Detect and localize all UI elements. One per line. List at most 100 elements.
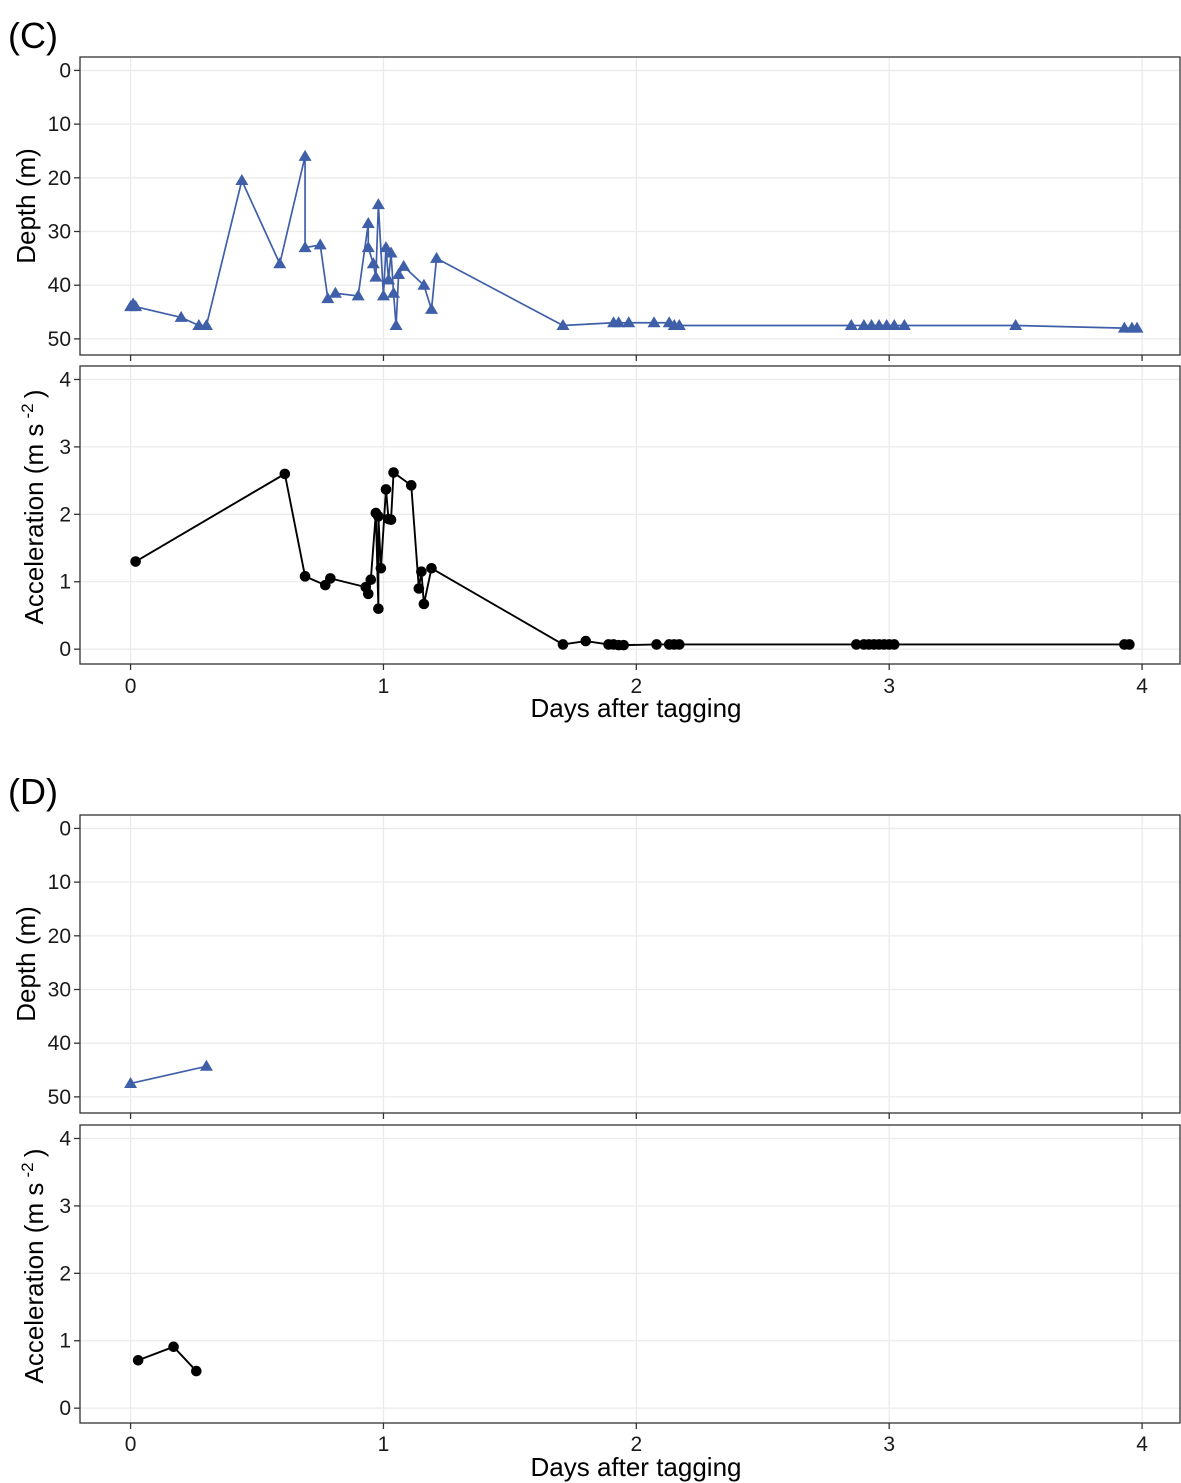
y-tick-label: 0 xyxy=(59,1397,71,1420)
plot-frame xyxy=(79,1124,1181,1424)
acceleration-point xyxy=(130,556,141,567)
depth-point xyxy=(887,318,901,330)
x-tick-label: 1 xyxy=(378,675,390,698)
y-tick-label: 1 xyxy=(59,571,71,594)
x-tick-label: 1 xyxy=(378,1433,390,1456)
y-tick-label: 20 xyxy=(48,925,71,948)
y-tick-label: 20 xyxy=(48,167,71,190)
depth-point xyxy=(376,289,390,301)
depth-point xyxy=(612,316,626,328)
y-tick-label: 4 xyxy=(59,1127,71,1150)
depth-point xyxy=(199,1059,213,1071)
depth-point xyxy=(647,316,661,328)
acceleration-point xyxy=(132,1354,144,1366)
acceleration-point xyxy=(851,639,862,650)
y-axis-title: Acceleration (m s -2 ) xyxy=(18,1148,49,1383)
depth-point xyxy=(430,251,444,263)
acceleration-point xyxy=(618,639,629,651)
depth-point xyxy=(313,238,327,250)
depth-point xyxy=(672,318,686,330)
x-tick-label: 0 xyxy=(125,675,137,698)
depth-point xyxy=(366,257,380,269)
depth-subplot: 0 10 20 30 40 50 Depth (m) xyxy=(11,56,1181,361)
depth-point xyxy=(199,318,213,330)
acceleration-point xyxy=(373,511,384,522)
depth-point xyxy=(298,241,312,253)
x-tick-label: 3 xyxy=(883,675,895,698)
x-tick-label: 2 xyxy=(630,1433,642,1456)
y-tick-label: 2 xyxy=(59,1262,71,1285)
y-tick-label: 50 xyxy=(48,1086,71,1109)
depth-point xyxy=(397,259,411,271)
y-axis-title: Depth (m) xyxy=(11,906,41,1022)
panel-label: (D) xyxy=(8,771,58,812)
acceleration-point xyxy=(380,484,392,495)
x-tick-label: 4 xyxy=(1136,675,1148,698)
acceleration-subplot: 0 1 2 3 4 Acceleration (m s -2 ) xyxy=(18,1124,1181,1429)
y-tick-label: 50 xyxy=(48,328,71,351)
plot-frame xyxy=(79,814,1181,1114)
x-tick-label: 2 xyxy=(630,675,642,698)
depth-point xyxy=(235,173,249,185)
depth-point xyxy=(379,241,393,253)
y-tick-label: 4 xyxy=(59,368,71,391)
acceleration-point xyxy=(168,1341,179,1353)
y-tick-label: 30 xyxy=(48,979,71,1002)
depth-point xyxy=(361,216,375,228)
depth-point xyxy=(351,289,365,301)
plot-frame xyxy=(79,56,1181,356)
depth-point xyxy=(124,1076,138,1088)
depth-line xyxy=(130,1065,207,1085)
depth-point xyxy=(1009,318,1023,330)
depth-point xyxy=(389,318,403,330)
depth-subplot: 0 10 20 30 40 50 Depth (m) xyxy=(11,814,1181,1119)
depth-point xyxy=(424,302,438,314)
depth-line xyxy=(129,155,1138,330)
depth-point xyxy=(417,278,431,290)
acceleration-line xyxy=(137,1345,198,1372)
y-tick-label: 0 xyxy=(59,638,71,661)
acceleration-line xyxy=(135,471,1130,647)
acceleration-point xyxy=(674,639,685,650)
y-tick-label: 2 xyxy=(59,503,71,526)
x-tick-label: 3 xyxy=(883,1433,895,1456)
y-tick-label: 40 xyxy=(48,1032,71,1055)
y-tick-label: 3 xyxy=(59,1195,71,1218)
y-tick-label: 1 xyxy=(59,1330,71,1353)
depth-point xyxy=(328,286,342,298)
depth-point xyxy=(129,300,143,312)
acceleration-point xyxy=(388,467,399,478)
acceleration-point xyxy=(299,571,311,582)
acceleration-point xyxy=(418,598,430,610)
depth-point xyxy=(897,318,911,330)
acceleration-point xyxy=(405,480,417,491)
y-tick-label: 30 xyxy=(48,221,71,244)
depth-point xyxy=(387,286,401,298)
panel-label: (C) xyxy=(8,15,58,56)
plot-frame xyxy=(79,365,1181,665)
acceleration-point xyxy=(279,468,291,480)
acceleration-point xyxy=(191,1365,202,1377)
acceleration-point xyxy=(426,562,437,574)
depth-point xyxy=(1130,321,1144,333)
acceleration-point xyxy=(416,566,427,577)
depth-point xyxy=(298,149,312,161)
y-axis-title: Acceleration (m s -2 ) xyxy=(18,389,49,624)
acceleration-point xyxy=(385,514,397,526)
x-axis-title: Days after tagging xyxy=(530,693,741,723)
y-tick-label: 10 xyxy=(48,871,71,894)
y-tick-label: 0 xyxy=(59,817,71,840)
acceleration-point xyxy=(651,639,662,650)
acceleration-point xyxy=(557,639,569,650)
x-tick-label: 4 xyxy=(1136,1433,1148,1456)
y-tick-label: 0 xyxy=(59,59,71,82)
depth-point xyxy=(371,198,385,210)
depth-point xyxy=(273,257,287,269)
y-tick-label: 3 xyxy=(59,436,71,459)
acceleration-point xyxy=(325,573,336,584)
y-axis-title: Depth (m) xyxy=(11,148,41,264)
acceleration-point xyxy=(888,639,900,650)
x-tick-label: 0 xyxy=(125,1433,137,1456)
